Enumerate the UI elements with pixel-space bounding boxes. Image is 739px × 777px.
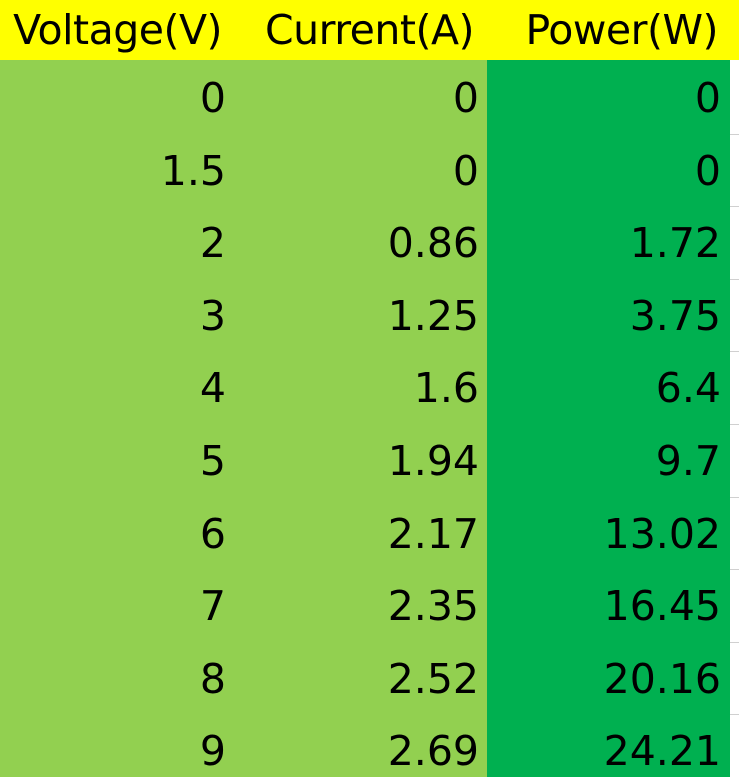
cell-power[interactable]: 9.7 bbox=[655, 437, 721, 485]
cell-voltage[interactable]: 8 bbox=[199, 654, 226, 703]
row-gridline bbox=[730, 642, 739, 643]
row-gridline bbox=[730, 569, 739, 570]
row-gridline bbox=[730, 351, 739, 352]
cell-power[interactable]: 6.4 bbox=[655, 364, 721, 413]
right-margin bbox=[730, 60, 739, 777]
cell-power[interactable]: 0 bbox=[694, 74, 721, 122]
row-gridline bbox=[730, 134, 739, 135]
cell-power[interactable]: 3.75 bbox=[629, 291, 721, 340]
cell-power[interactable]: 1.72 bbox=[629, 219, 721, 268]
cell-current[interactable]: 0.86 bbox=[387, 219, 479, 268]
cell-power[interactable]: 20.16 bbox=[603, 654, 721, 703]
cell-power[interactable]: 24.21 bbox=[603, 727, 721, 776]
cell-power[interactable]: 13.02 bbox=[603, 509, 721, 558]
cell-voltage[interactable]: 3 bbox=[199, 291, 226, 340]
voltage-current-fill bbox=[0, 60, 487, 777]
row-gridline bbox=[730, 206, 739, 207]
header-row: Voltage(V) Current(A) Power(W) bbox=[0, 0, 739, 60]
header-voltage[interactable]: Voltage(V) bbox=[13, 6, 222, 54]
cell-current[interactable]: 2.69 bbox=[387, 727, 479, 776]
header-power[interactable]: Power(W) bbox=[525, 6, 719, 54]
power-fill bbox=[487, 60, 730, 777]
cell-current[interactable]: 1.6 bbox=[413, 364, 479, 413]
cell-current[interactable]: 0 bbox=[452, 74, 479, 122]
cell-voltage[interactable]: 6 bbox=[199, 509, 226, 558]
cell-voltage[interactable]: 5 bbox=[199, 437, 226, 485]
cell-voltage[interactable]: 0 bbox=[199, 74, 226, 122]
row-gridline bbox=[730, 497, 739, 498]
row-gridline bbox=[730, 714, 739, 715]
cell-current[interactable]: 2.17 bbox=[387, 509, 479, 558]
row-gridline bbox=[730, 279, 739, 280]
cell-current[interactable]: 1.94 bbox=[387, 437, 479, 485]
cell-voltage[interactable]: 7 bbox=[199, 582, 226, 631]
cell-power[interactable]: 0 bbox=[694, 146, 721, 195]
header-current[interactable]: Current(A) bbox=[264, 6, 475, 54]
cell-current[interactable]: 1.25 bbox=[387, 291, 479, 340]
cell-voltage[interactable]: 1.5 bbox=[160, 146, 226, 195]
cell-power[interactable]: 16.45 bbox=[603, 582, 721, 631]
cell-voltage[interactable]: 2 bbox=[199, 219, 226, 268]
cell-current[interactable]: 0 bbox=[452, 146, 479, 195]
cell-current[interactable]: 2.35 bbox=[387, 582, 479, 631]
cell-current[interactable]: 2.52 bbox=[387, 654, 479, 703]
row-gridline bbox=[730, 424, 739, 425]
cell-voltage[interactable]: 9 bbox=[199, 727, 226, 776]
cell-voltage[interactable]: 4 bbox=[199, 364, 226, 413]
